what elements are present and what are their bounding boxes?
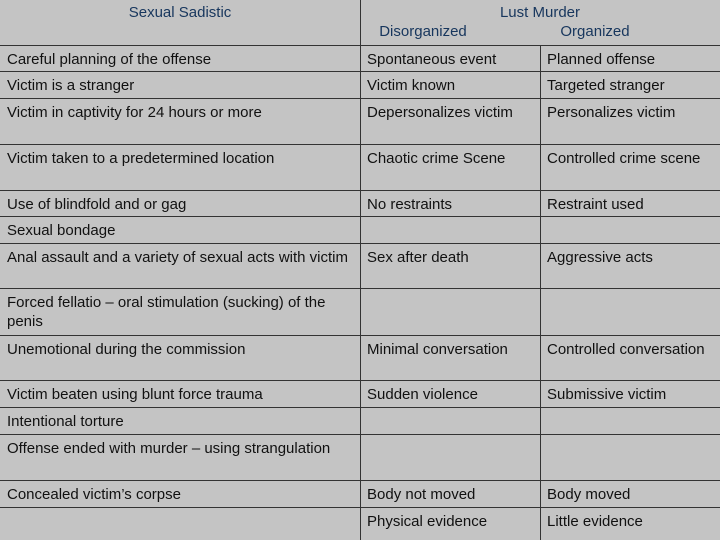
table-cell: Sexual bondage — [7, 222, 116, 239]
table-cell: Restraint used — [547, 196, 644, 213]
table-cell: Victim is a stranger — [7, 77, 135, 94]
table-cell: Anal assault and a variety of sexual act… — [7, 249, 348, 266]
border — [540, 45, 541, 540]
border — [0, 434, 720, 435]
table-cell: Victim taken to a predetermined location — [7, 150, 275, 167]
table-cell: Careful planning of the offense — [7, 51, 212, 68]
border — [0, 407, 720, 408]
table-cell: Sex after death — [367, 249, 469, 266]
subheader: Disorganized — [379, 23, 467, 40]
subheader: Organized — [560, 23, 630, 40]
table-cell: Offense ended with murder – using strang… — [7, 440, 331, 457]
table-cell: Use of blindfold and or gag — [7, 196, 187, 213]
border — [0, 243, 720, 244]
table-cell: Personalizes victim — [547, 104, 676, 121]
table-cell: Minimal conversation — [367, 341, 508, 358]
table-cell: Intentional torture — [7, 413, 124, 430]
table-cell: Body moved — [547, 486, 631, 503]
table-cell: Planned offense — [547, 51, 656, 68]
border — [0, 144, 720, 145]
table-cell: Body not moved — [367, 486, 476, 503]
border — [0, 507, 720, 508]
border — [0, 380, 720, 381]
table-cell: Depersonalizes victim — [367, 104, 513, 121]
border — [0, 335, 720, 336]
table-cell: Forced fellatio – oral stimulation (suck… — [7, 294, 326, 330]
table-cell: No restraints — [367, 196, 453, 213]
table-cell: Victim known — [367, 77, 456, 94]
border — [0, 98, 720, 99]
table-cell: Submissive victim — [547, 386, 667, 403]
table-cell: Controlled conversation — [547, 341, 705, 358]
table-cell: Little evidence — [547, 513, 643, 530]
table-cell: Aggressive acts — [547, 249, 653, 266]
border — [0, 288, 720, 289]
border — [0, 216, 720, 217]
table-cell: Unemotional during the commission — [7, 341, 246, 358]
table-cell: Chaotic crime Scene — [367, 150, 506, 167]
table-cell: Victim in captivity for 24 hours or more — [7, 104, 262, 121]
border — [0, 480, 720, 481]
table-cell: Targeted stranger — [547, 77, 665, 94]
header-right: Lust Murder — [499, 4, 581, 21]
table-cell: Spontaneous event — [367, 51, 497, 68]
table-cell: Victim beaten using blunt force trauma — [7, 386, 263, 403]
table-cell: Physical evidence — [367, 513, 488, 530]
border — [0, 190, 720, 191]
border — [0, 71, 720, 72]
table-cell: Controlled crime scene — [547, 150, 701, 167]
header-left: Sexual Sadistic — [128, 4, 232, 21]
table-cell: Sudden violence — [367, 386, 478, 403]
border — [360, 0, 361, 540]
table-cell: Concealed victim’s corpse — [7, 486, 181, 503]
